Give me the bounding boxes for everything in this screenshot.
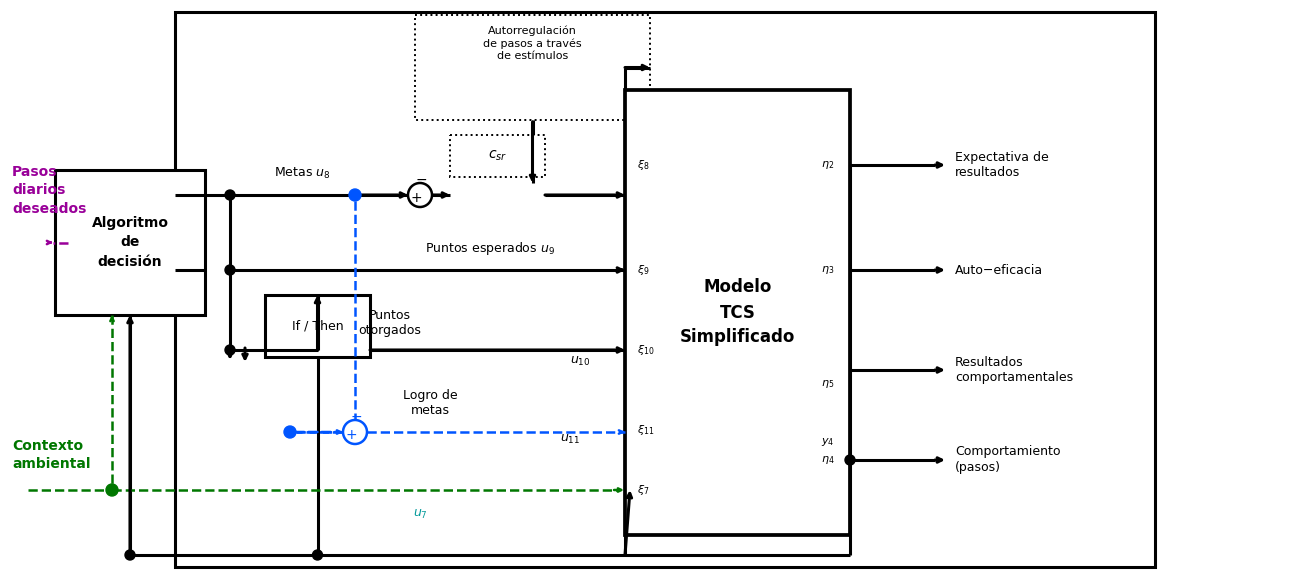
Bar: [54, 170, 205, 315]
Text: Contexto
ambiental: Contexto ambiental: [12, 439, 91, 471]
Text: $u_7$: $u_7$: [412, 508, 428, 521]
Text: $\eta_2$: $\eta_2$: [822, 159, 835, 171]
Text: Comportamiento
(pasos): Comportamiento (pasos): [955, 445, 1060, 475]
Text: Logro de
metas: Logro de metas: [403, 389, 457, 417]
Text: Metas $u_8$: Metas $u_8$: [275, 166, 330, 181]
Text: Resultados
comportamentales: Resultados comportamentales: [955, 356, 1073, 384]
Text: $\eta_4$: $\eta_4$: [822, 454, 835, 466]
Circle shape: [349, 189, 362, 201]
Text: $\xi_{10}$: $\xi_{10}$: [638, 343, 654, 357]
Bar: [450, 135, 546, 177]
Circle shape: [106, 484, 118, 496]
Text: Algoritmo
de
decisión: Algoritmo de decisión: [92, 216, 168, 269]
Circle shape: [124, 550, 135, 560]
Circle shape: [226, 345, 235, 355]
Text: $c_{sr}$: $c_{sr}$: [487, 149, 507, 163]
Text: Auto−eficacia: Auto−eficacia: [955, 264, 1043, 277]
Circle shape: [312, 550, 323, 560]
Circle shape: [343, 420, 367, 444]
Text: $y_4$: $y_4$: [822, 436, 835, 448]
Text: Autorregulación
de pasos a través
de estímulos: Autorregulación de pasos a través de est…: [483, 25, 582, 61]
Text: $\xi_7$: $\xi_7$: [638, 483, 649, 497]
Bar: [625, 90, 850, 535]
Text: Expectativa de
resultados: Expectativa de resultados: [955, 151, 1048, 179]
Text: $\eta_5$: $\eta_5$: [822, 378, 835, 390]
Text: $\xi_8$: $\xi_8$: [638, 158, 649, 172]
Text: Puntos esperados $u_9$: Puntos esperados $u_9$: [425, 240, 555, 257]
Text: +: +: [411, 191, 421, 205]
Text: $\eta_3$: $\eta_3$: [822, 264, 835, 276]
Text: −: −: [415, 173, 426, 187]
Text: Pasos
diarios
deseados: Pasos diarios deseados: [12, 165, 87, 216]
Text: $u_{11}$: $u_{11}$: [560, 433, 581, 446]
Text: Modelo
TCS
Simplificado: Modelo TCS Simplificado: [680, 278, 796, 346]
Circle shape: [284, 426, 295, 438]
Circle shape: [226, 190, 235, 200]
Bar: [415, 15, 651, 120]
Text: +: +: [345, 428, 356, 442]
Circle shape: [845, 455, 855, 465]
Bar: [264, 295, 369, 357]
Circle shape: [226, 265, 235, 275]
Text: Puntos
otorgados: Puntos otorgados: [359, 309, 421, 337]
Circle shape: [408, 183, 432, 207]
Text: $u_{10}$: $u_{10}$: [570, 355, 591, 368]
Text: −: −: [350, 410, 362, 424]
Text: $\xi_9$: $\xi_9$: [638, 263, 649, 277]
Text: If / Then: If / Then: [292, 319, 343, 332]
Text: $\xi_{11}$: $\xi_{11}$: [638, 423, 654, 437]
Bar: [175, 12, 1155, 567]
